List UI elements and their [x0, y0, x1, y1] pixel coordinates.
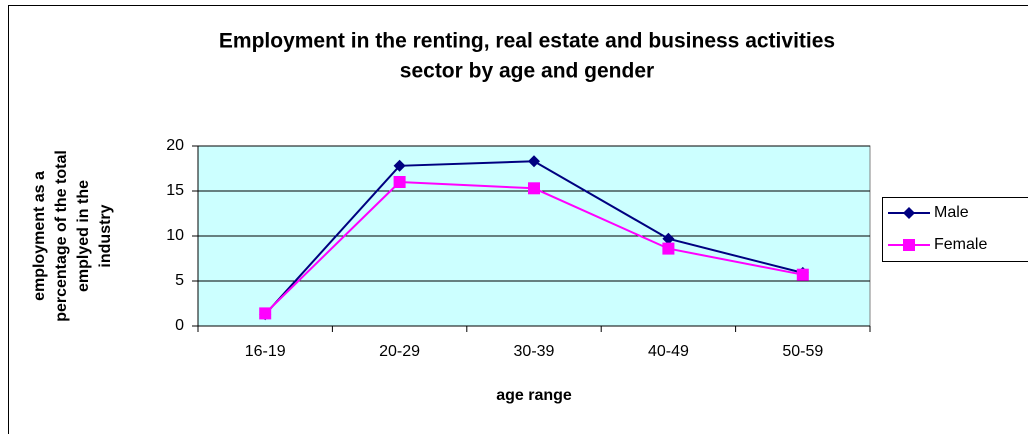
- chart-title: sector by age and gender: [400, 60, 654, 83]
- marker: [393, 159, 406, 172]
- marker: [528, 155, 540, 168]
- legend-label: Female: [934, 236, 987, 253]
- marker: [796, 268, 809, 281]
- y-tick-label: 20: [166, 137, 184, 154]
- marker: [903, 239, 915, 251]
- x-axis-label: age range: [496, 387, 572, 404]
- marker: [662, 232, 675, 245]
- y-axis-label: employment as a: [31, 171, 48, 301]
- y-axis-label: emplyed in the: [75, 180, 92, 292]
- marker: [903, 207, 915, 219]
- x-tick-label: 20-29: [379, 343, 420, 360]
- y-axis-label: industry: [97, 204, 114, 267]
- chart-title: Employment in the renting, real estate a…: [219, 30, 835, 53]
- x-tick-label: 50-59: [782, 343, 823, 360]
- marker: [662, 242, 675, 255]
- y-tick-label: 15: [166, 182, 184, 199]
- marker: [528, 182, 540, 195]
- y-axis-label: percentage of the total: [53, 150, 70, 322]
- x-tick-label: 16-19: [245, 343, 286, 360]
- y-tick-label: 10: [166, 227, 184, 244]
- y-tick-label: 5: [175, 272, 184, 289]
- y-tick-label: 0: [175, 317, 184, 334]
- legend-label: Male: [934, 204, 969, 221]
- x-tick-label: 30-39: [514, 343, 555, 360]
- marker: [393, 176, 406, 188]
- x-tick-label: 40-49: [648, 343, 689, 360]
- marker: [259, 307, 272, 320]
